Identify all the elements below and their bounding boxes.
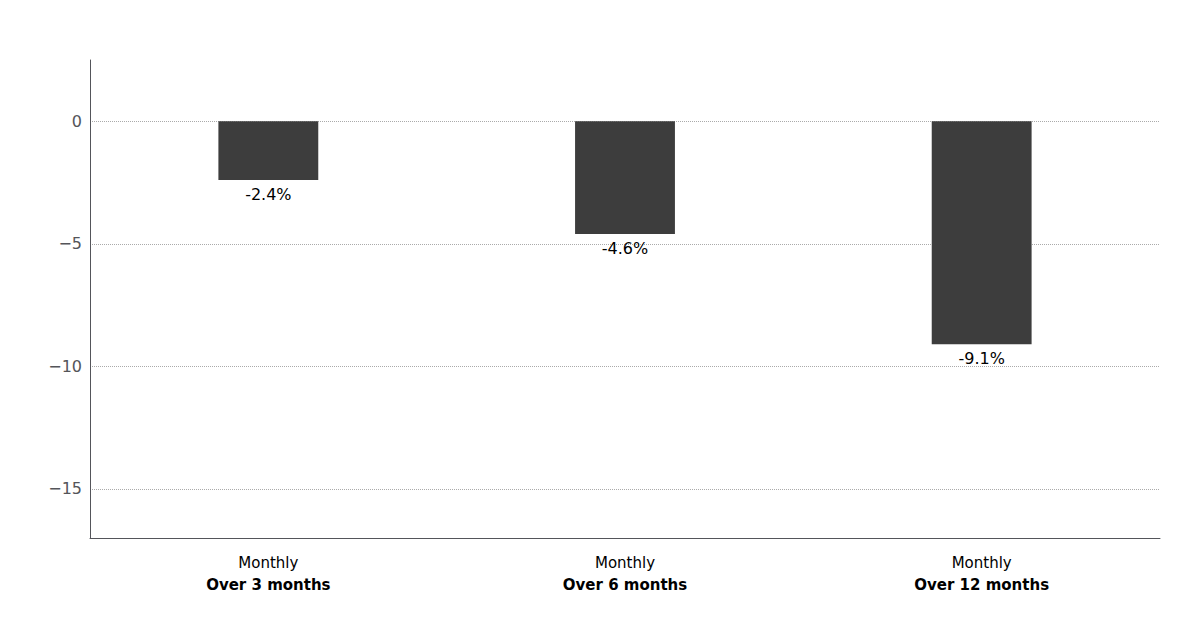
svg-text:Monthly: Monthly (238, 554, 298, 572)
svg-text:−15: −15 (48, 479, 82, 498)
svg-text:Over 12 months: Over 12 months (914, 576, 1049, 594)
svg-text:−10: −10 (48, 357, 82, 376)
svg-text:-2.4%: -2.4% (245, 185, 291, 204)
svg-text:Monthly: Monthly (595, 554, 655, 572)
svg-text:Over 6 months: Over 6 months (563, 576, 687, 594)
svg-text:−5: −5 (58, 234, 82, 253)
svg-text:-4.6%: -4.6% (602, 239, 648, 258)
svg-text:0: 0 (72, 112, 82, 131)
svg-text:Monthly: Monthly (952, 554, 1012, 572)
svg-text:Over 3 months: Over 3 months (206, 576, 330, 594)
svg-text:-9.1%: -9.1% (958, 349, 1004, 368)
